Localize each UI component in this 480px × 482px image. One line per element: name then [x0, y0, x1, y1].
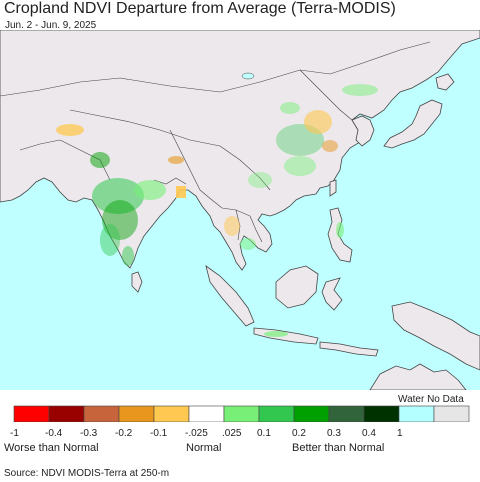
lesser-sunda [319, 341, 379, 357]
legend-tick-label: 0.4 [362, 428, 376, 439]
philippines [327, 207, 353, 263]
borneo [275, 265, 319, 309]
legend-swatch [363, 405, 400, 422]
source-credit: Source: NDVI MODIS-Terra at 250-m [4, 468, 170, 479]
taiwan [329, 179, 337, 197]
map-title: Cropland NDVI Departure from Average (Te… [4, 0, 396, 17]
legend-tick-label: 1 [397, 428, 403, 439]
sulawesi [321, 277, 343, 311]
sri-lanka [131, 271, 143, 293]
legend-tick-label: 0.3 [327, 428, 341, 439]
legend-swatch [398, 405, 435, 422]
country-borders [0, 41, 431, 243]
sumatra [205, 265, 255, 327]
legend-tick-label: 0.1 [257, 428, 271, 439]
legend-tick-label: -0.3 [80, 428, 98, 439]
map-area [0, 30, 480, 390]
legend-swatch [13, 405, 50, 422]
legend-swatch [83, 405, 120, 422]
new-guinea [391, 301, 480, 371]
legend-better-label: Better than Normal [292, 442, 385, 454]
legend-swatch [293, 405, 330, 422]
legend-tick-label: -1 [10, 428, 19, 439]
korea [351, 115, 375, 147]
legend-swatch [118, 405, 155, 422]
cropland-anomaly-speckles [56, 84, 378, 337]
legend-tick-label: .025 [222, 428, 242, 439]
legend-tick-label: -0.4 [45, 428, 63, 439]
legend: -1 -0.4 -0.3 -0.2 -0.1 -.025 .025 0.1 0.2 0.3 0.4 1… [0, 392, 480, 464]
lake-balkhash [241, 72, 255, 80]
legend-swatch [328, 405, 365, 422]
map-svg [0, 30, 480, 390]
legend-tick-label: -0.1 [150, 428, 168, 439]
japan [383, 99, 443, 149]
date-range: Jun. 2 - Jun. 9, 2025 [5, 20, 97, 31]
legend-worse-label: Worse than Normal [4, 442, 99, 454]
hokkaido [435, 73, 455, 91]
legend-swatch [48, 405, 85, 422]
legend-tick-label: -0.2 [115, 428, 133, 439]
water-no-data-label: Water No Data [398, 394, 464, 405]
legend-tick-label: 0.2 [292, 428, 306, 439]
legend-tick-label: -.025 [185, 428, 208, 439]
legend-swatch [223, 405, 260, 422]
legend-swatch [153, 405, 190, 422]
legend-normal-label: Normal [186, 442, 222, 454]
australia [369, 363, 467, 390]
legend-swatch [258, 405, 295, 422]
legend-swatch [188, 405, 225, 422]
legend-swatch [433, 405, 470, 422]
legend-swatches [13, 405, 470, 422]
